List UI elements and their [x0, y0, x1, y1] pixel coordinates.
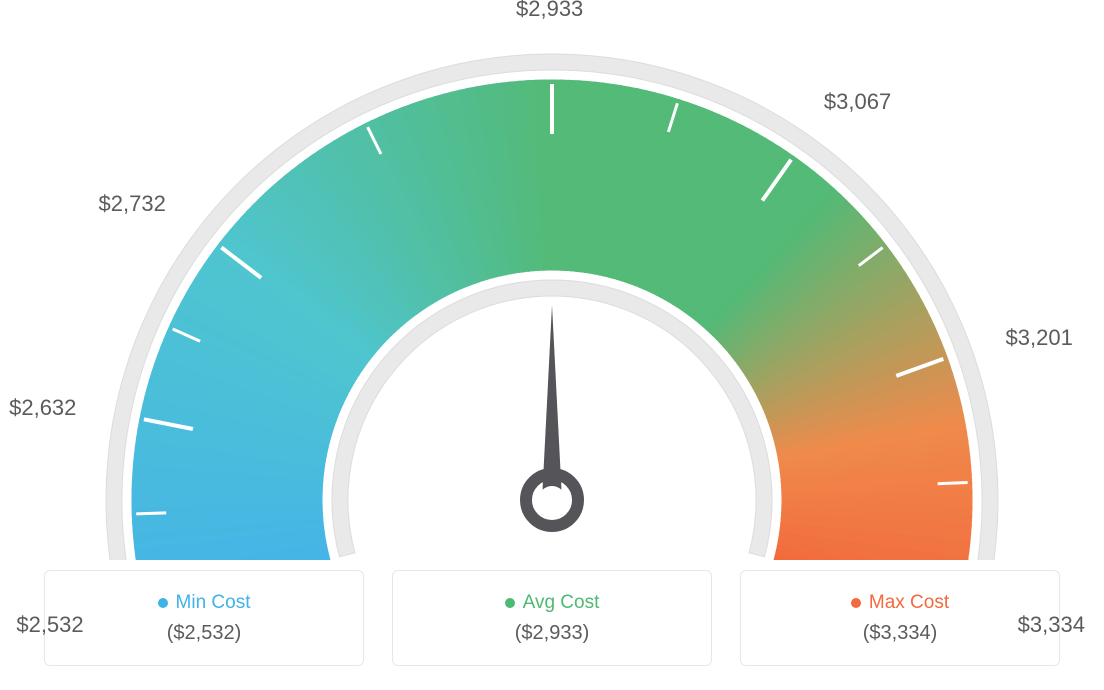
gauge-chart: $2,532$2,632$2,732$2,933$3,067$3,201$3,3… — [0, 0, 1104, 560]
max-cost-value: ($3,334) — [863, 622, 938, 645]
gauge-tick-label: $3,201 — [1006, 325, 1073, 351]
max-cost-label: Max Cost — [869, 592, 949, 614]
avg-cost-value: ($2,933) — [515, 622, 590, 645]
avg-cost-header: Avg Cost — [505, 592, 600, 614]
gauge-tick-label: $2,732 — [99, 191, 166, 217]
gauge-tick-label: $2,632 — [9, 395, 76, 421]
gauge-svg — [0, 0, 1104, 560]
gauge-tick-label: $2,532 — [16, 612, 83, 638]
avg-cost-card: Avg Cost ($2,933) — [392, 570, 712, 666]
min-dot-icon — [158, 598, 168, 608]
max-dot-icon — [851, 598, 861, 608]
min-cost-card: Min Cost ($2,532) — [44, 570, 364, 666]
gauge-tick-label: $2,933 — [516, 0, 583, 22]
min-cost-header: Min Cost — [158, 592, 251, 614]
avg-cost-label: Avg Cost — [523, 592, 600, 614]
gauge-tick-label: $3,334 — [1018, 612, 1085, 638]
min-cost-label: Min Cost — [176, 592, 251, 614]
gauge-tick-label: $3,067 — [824, 89, 891, 115]
max-cost-card: Max Cost ($3,334) — [740, 570, 1060, 666]
summary-cards: Min Cost ($2,532) Avg Cost ($2,933) Max … — [0, 570, 1104, 666]
avg-dot-icon — [505, 598, 515, 608]
min-cost-value: ($2,532) — [167, 622, 242, 645]
max-cost-header: Max Cost — [851, 592, 949, 614]
